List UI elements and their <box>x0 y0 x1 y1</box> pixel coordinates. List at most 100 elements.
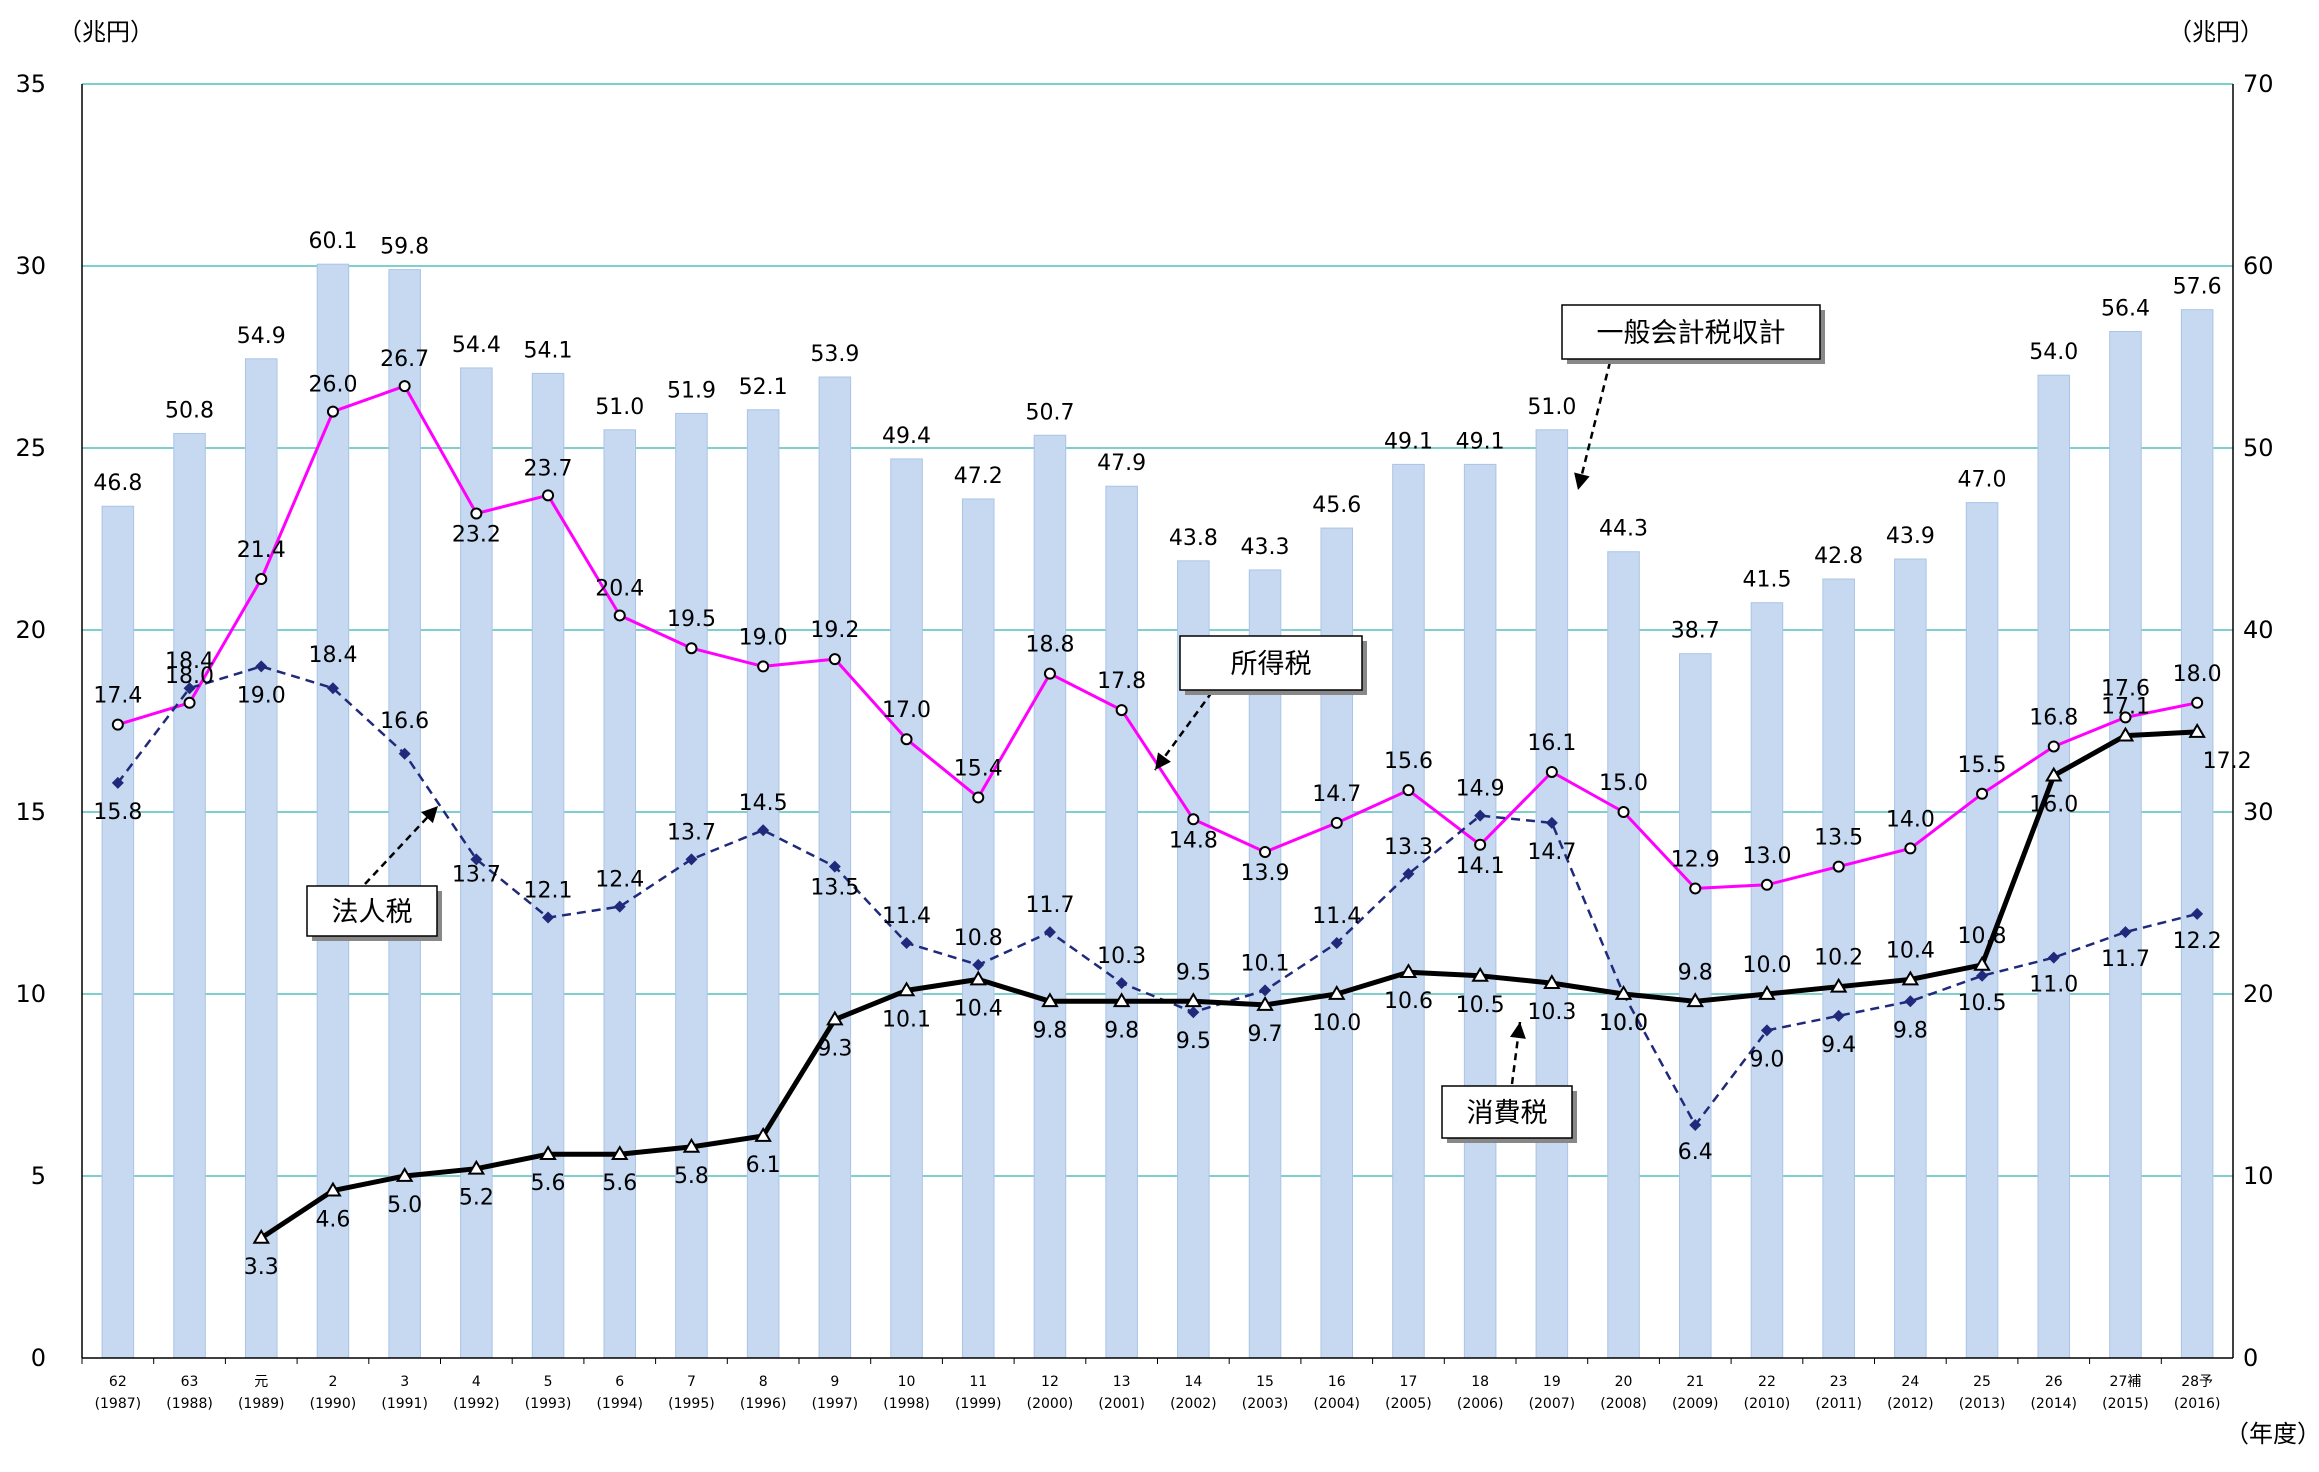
annotation-box-0 <box>1561 304 1821 360</box>
annotation-arrow-2 <box>364 805 439 885</box>
label-消費税-7: 5.6 <box>602 1171 637 1196</box>
label-法人税-16: 10.1 <box>1241 951 1290 976</box>
x-tick-year-23: (2010) <box>1744 1396 1791 1412</box>
point-法人税-7 <box>613 900 626 913</box>
bar-label-17: 45.6 <box>1312 493 1361 518</box>
label-消費税-12: 10.4 <box>954 996 1003 1021</box>
point-所得税-22 <box>1689 882 1702 895</box>
point-法人税-20 <box>1545 816 1558 829</box>
label-法人税-28: 11.7 <box>2101 947 2150 972</box>
x-tick-year-26: (2013) <box>1959 1396 2006 1412</box>
label-消費税-22: 9.8 <box>1678 960 1713 985</box>
bar-label-3: 60.1 <box>308 229 357 254</box>
point-法人税-29 <box>2191 907 2204 920</box>
label-消費税-19: 10.5 <box>1456 993 1505 1018</box>
x-tick-era-29: 28予 <box>2181 1374 2213 1390</box>
x-tick-era-0: 62 <box>109 1374 127 1390</box>
bar-label-0: 46.8 <box>93 471 142 496</box>
point-所得税-27 <box>2047 740 2060 753</box>
x-tick-year-4: (1991) <box>381 1396 428 1412</box>
point-消費税-12 <box>969 970 987 986</box>
point-消費税-26 <box>1973 955 1991 971</box>
bar-label-12: 47.2 <box>954 464 1003 489</box>
label-消費税-18: 10.6 <box>1384 989 1433 1014</box>
x-tick-year-29: (2016) <box>2174 1396 2221 1412</box>
point-消費税-20 <box>1543 974 1561 989</box>
point-法人税-2 <box>255 660 268 673</box>
label-法人税-26: 10.5 <box>1958 991 2007 1016</box>
point-消費税-23 <box>1758 985 1776 1000</box>
x-tick-year-9: (1996) <box>740 1396 787 1412</box>
x-tick-era-21: 20 <box>1615 1374 1633 1390</box>
label-所得税-0: 17.4 <box>93 684 142 709</box>
label-消費税-27: 16.0 <box>2029 793 2078 818</box>
bar-total-12 <box>961 498 995 1359</box>
x-tick-year-28: (2015) <box>2102 1396 2149 1412</box>
bar-total-9 <box>746 409 780 1359</box>
bar-label-20: 51.0 <box>1527 395 1576 420</box>
label-所得税-28: 17.6 <box>2101 676 2150 701</box>
label-消費税-21: 10.0 <box>1599 1011 1648 1036</box>
point-所得税-29 <box>2191 696 2204 709</box>
label-消費税-17: 10.0 <box>1312 1011 1361 1036</box>
bar-label-9: 52.1 <box>739 375 788 400</box>
label-法人税-21: 10.0 <box>1599 1011 1648 1036</box>
point-法人税-19 <box>1474 809 1487 822</box>
bar-total-25 <box>1894 558 1927 1359</box>
bar-label-18: 49.1 <box>1384 429 1433 454</box>
label-消費税-16: 9.7 <box>1248 1022 1283 1047</box>
bar-label-6: 54.1 <box>524 338 573 363</box>
left-tick-30: 30 <box>15 252 46 280</box>
bar-total-20 <box>1535 429 1569 1359</box>
label-法人税-18: 13.3 <box>1384 835 1433 860</box>
bar-label-1: 50.8 <box>165 398 214 423</box>
right-tick-10: 10 <box>2243 1162 2274 1190</box>
point-所得税-21 <box>1617 806 1630 818</box>
point-所得税-12 <box>972 791 985 804</box>
x-tick-year-13: (2000) <box>1027 1396 1074 1412</box>
point-法人税-4 <box>398 747 411 760</box>
label-消費税-28: 17.1 <box>2101 695 2150 720</box>
label-所得税-25: 14.0 <box>1886 807 1935 832</box>
bar-label-13: 50.7 <box>1025 400 1074 425</box>
label-消費税-14: 9.8 <box>1104 1018 1139 1043</box>
label-所得税-19: 14.1 <box>1456 854 1505 879</box>
bar-label-7: 51.0 <box>595 395 644 420</box>
right-tick-40: 40 <box>2243 616 2274 644</box>
annotation-arrowhead-1 <box>1155 752 1171 770</box>
point-法人税-25 <box>1904 995 1917 1008</box>
x-tick-year-12: (1999) <box>955 1396 1002 1412</box>
x-tick-year-21: (2008) <box>1600 1396 1647 1412</box>
bar-label-24: 42.8 <box>1814 544 1863 569</box>
point-所得税-9 <box>757 660 770 673</box>
x-tick-year-6: (1993) <box>525 1396 572 1412</box>
point-消費税-24 <box>1829 977 1848 993</box>
label-消費税-3: 4.6 <box>315 1208 350 1233</box>
label-所得税-12: 15.4 <box>954 756 1003 781</box>
bar-label-19: 49.1 <box>1456 429 1505 454</box>
label-所得税-20: 16.1 <box>1527 731 1576 756</box>
bar-total-16 <box>1248 569 1282 1359</box>
point-所得税-11 <box>900 733 913 746</box>
point-法人税-14 <box>1115 977 1128 990</box>
point-消費税-11 <box>897 981 916 997</box>
point-法人税-12 <box>972 958 985 971</box>
annotation-arrow-0 <box>1576 361 1612 491</box>
left-axis-unit: （兆円） <box>58 18 154 46</box>
point-所得税-26 <box>1976 787 1989 800</box>
label-消費税-20: 10.3 <box>1527 1000 1576 1025</box>
bar-total-8 <box>675 412 708 1359</box>
label-法人税-7: 12.4 <box>595 868 644 893</box>
bar-total-29 <box>2180 309 2214 1359</box>
label-所得税-16: 13.9 <box>1241 861 1290 886</box>
label-消費税-24: 10.2 <box>1814 946 1863 971</box>
x-tick-era-4: 3 <box>400 1374 409 1390</box>
label-法人税-5: 13.7 <box>452 862 501 887</box>
bar-total-28 <box>2109 331 2142 1359</box>
label-所得税-27: 16.8 <box>2029 705 2078 730</box>
point-法人税-23 <box>1760 1024 1773 1037</box>
bar-label-26: 47.0 <box>1958 468 2007 493</box>
x-tick-era-6: 5 <box>544 1374 553 1390</box>
label-所得税-8: 19.5 <box>667 607 716 632</box>
